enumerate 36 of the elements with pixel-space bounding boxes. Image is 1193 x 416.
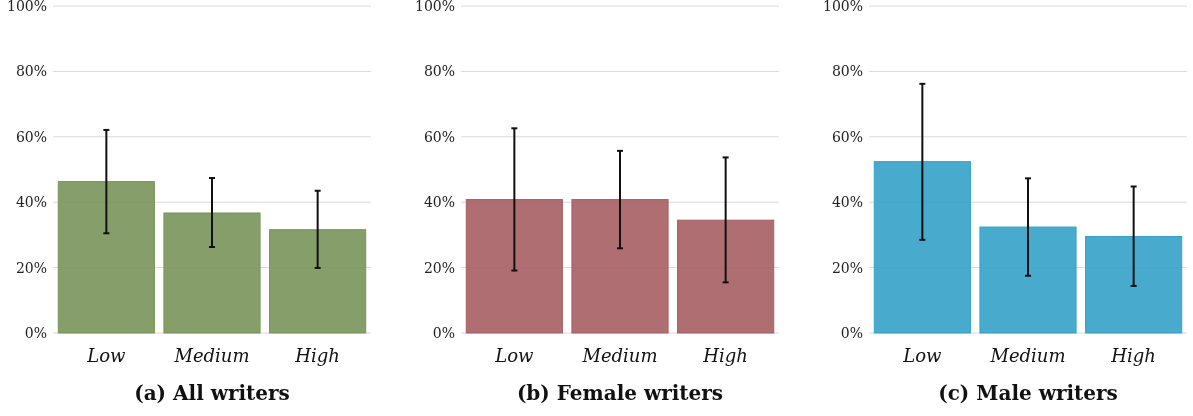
y-tick-label: 0%	[24, 324, 47, 341]
bar	[163, 212, 261, 334]
x-tick-label: High	[1110, 345, 1156, 366]
bar	[57, 181, 155, 334]
y-tick-label: 100%	[6, 0, 47, 14]
bar	[873, 161, 971, 334]
x-tick-label: Low	[902, 345, 943, 366]
x-tick-label: Low	[86, 345, 127, 366]
bar	[269, 229, 367, 334]
y-tick-label: 100%	[414, 0, 455, 14]
y-tick-label: 60%	[423, 128, 455, 145]
y-tick-label: 80%	[423, 63, 455, 80]
bar	[1085, 236, 1183, 334]
y-tick-label: 20%	[423, 259, 455, 276]
text: (c) Male writers	[938, 381, 1118, 405]
y-tick-label: 60%	[15, 128, 47, 145]
y-tick-label: 20%	[831, 259, 863, 276]
x-tick-label: High	[294, 345, 340, 366]
y-tick-label: 20%	[15, 259, 47, 276]
y-tick-label: 80%	[15, 63, 47, 80]
y-tick-label: 80%	[831, 63, 863, 80]
x-tick-label: High	[702, 345, 748, 366]
x-tick-label: Medium	[989, 345, 1066, 366]
bar	[979, 226, 1077, 334]
y-tick-label: 40%	[423, 194, 455, 211]
y-tick-label: 60%	[831, 128, 863, 145]
x-tick-label: Low	[494, 345, 535, 366]
text: (b) Female writers	[516, 381, 724, 405]
y-tick-label: 100%	[822, 0, 863, 14]
y-tick-label: 40%	[831, 194, 863, 211]
y-tick-label: 0%	[432, 324, 455, 341]
x-tick-label: Medium	[581, 345, 658, 366]
text: (a) All writers	[134, 381, 290, 405]
y-tick-label: 0%	[840, 324, 863, 341]
x-tick-label: Medium	[173, 345, 250, 366]
y-tick-label: 40%	[15, 194, 47, 211]
